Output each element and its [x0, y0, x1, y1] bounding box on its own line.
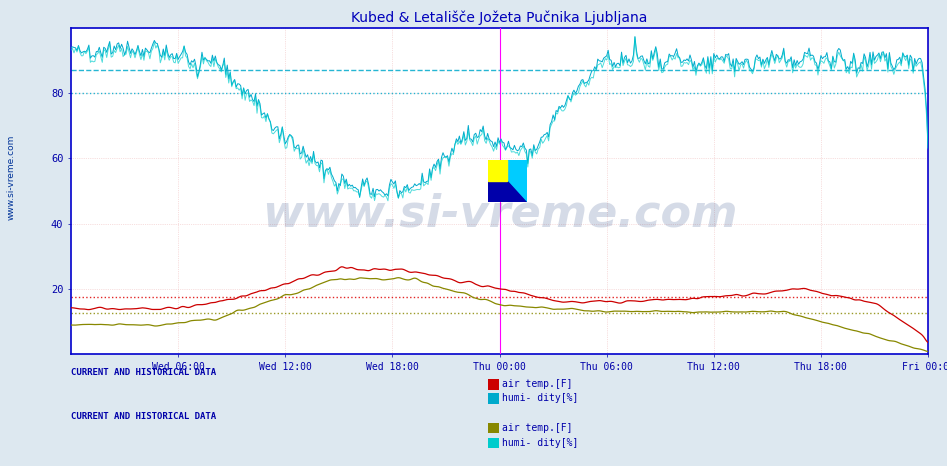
Bar: [508, 160, 527, 181]
Text: CURRENT AND HISTORICAL DATA: CURRENT AND HISTORICAL DATA: [71, 412, 216, 421]
Title: Kubed & Letališče Jožeta Pučnika Ljubljana: Kubed & Letališče Jožeta Pučnika Ljublja…: [351, 11, 648, 26]
Bar: [488, 181, 508, 202]
Bar: [488, 160, 508, 181]
Text: CURRENT AND HISTORICAL DATA: CURRENT AND HISTORICAL DATA: [71, 368, 216, 377]
Polygon shape: [488, 160, 527, 202]
Text: humi- dity[%]: humi- dity[%]: [502, 393, 579, 404]
Text: www.si-vreme.com: www.si-vreme.com: [261, 192, 738, 235]
Text: air temp.[F]: air temp.[F]: [502, 379, 572, 390]
Text: humi- dity[%]: humi- dity[%]: [502, 438, 579, 448]
Polygon shape: [488, 160, 527, 202]
Text: air temp.[F]: air temp.[F]: [502, 423, 572, 433]
Text: www.si-vreme.com: www.si-vreme.com: [7, 134, 16, 220]
Bar: [488, 160, 508, 181]
Bar: [508, 181, 527, 202]
